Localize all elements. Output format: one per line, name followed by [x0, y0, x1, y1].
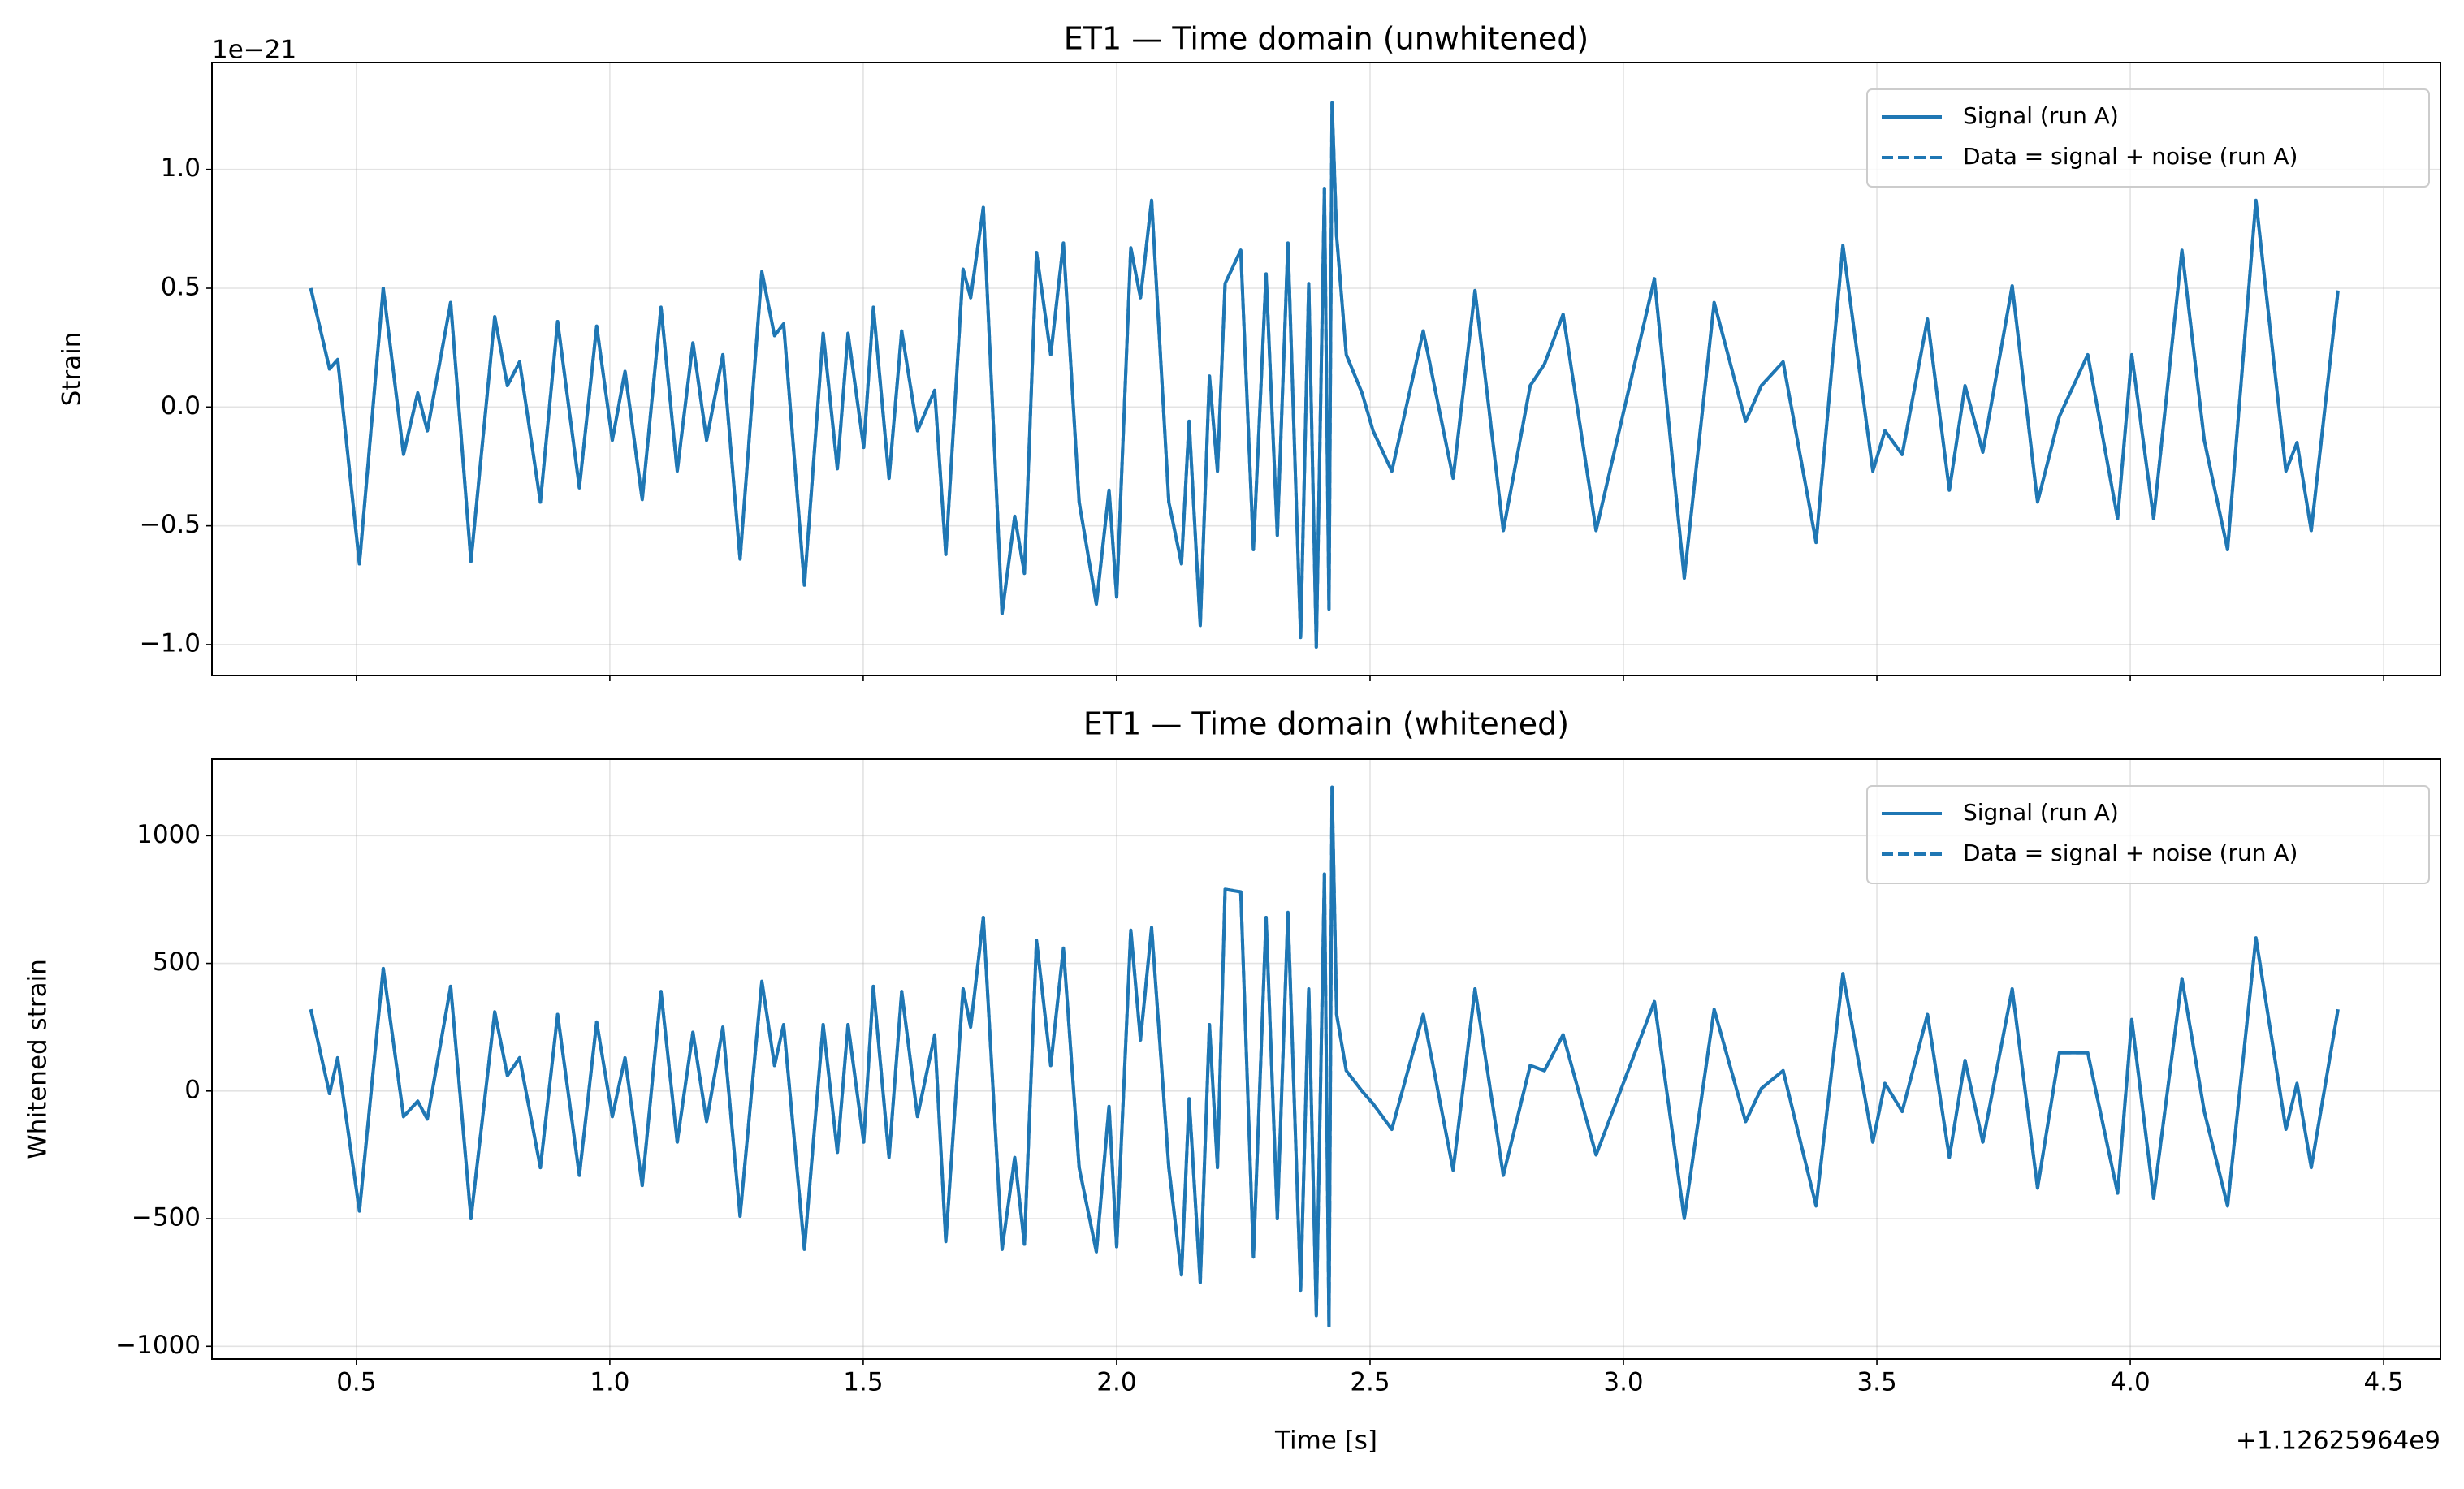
y-tick-label: 1000	[136, 820, 201, 849]
y-offset-text: 1e−21	[212, 36, 296, 65]
x-tick-label: 4.5	[2363, 1368, 2403, 1397]
x-tick-label: 4.0	[2110, 1368, 2150, 1397]
y-tick-label: −500	[132, 1203, 201, 1232]
x-tick-label: 3.5	[1857, 1368, 1896, 1397]
y-axis-label: Strain	[58, 332, 87, 407]
legend-label: Signal (run A)	[1963, 102, 2119, 129]
y-tick-label: 0	[184, 1075, 201, 1104]
legend-label: Data = signal + noise (run A)	[1963, 839, 2298, 866]
legend-label: Data = signal + noise (run A)	[1963, 143, 2298, 170]
y-tick-label: −0.5	[140, 510, 201, 539]
x-axis-label: Time [s]	[1274, 1426, 1377, 1456]
y-tick-label: −1000	[115, 1331, 201, 1360]
x-tick-label: 1.0	[590, 1368, 629, 1397]
legend-label: Signal (run A)	[1963, 799, 2119, 826]
subplot-title: ET1 — Time domain (unwhitened)	[1064, 21, 1589, 57]
subplot: −1.0 −0.5 0.0 0.5 1.0 ET1 — Time domain (unwh…	[58, 21, 2441, 681]
y-tick-label: 0.5	[161, 273, 201, 302]
x-tick-label: 3.0	[1603, 1368, 1643, 1397]
y-tick-label: 0.0	[161, 391, 201, 421]
x-tick-label: 1.5	[843, 1368, 883, 1397]
axes-frame	[211, 758, 2441, 1360]
subplot: 0.5 1.0 1.5 2.0 2.5 3.0 3.5 4.0 4.5 −1000 −500 0 500…	[24, 706, 2441, 1456]
legend-box	[1866, 88, 2430, 188]
series-line	[309, 785, 2340, 1328]
x-tick-label: 2.5	[1350, 1368, 1390, 1397]
y-tick-label: 1.0	[161, 153, 201, 183]
x-tick-label: 2.0	[1096, 1368, 1136, 1397]
x-offset-text: +1.12625964e9	[2236, 1426, 2440, 1456]
y-tick-label: −1.0	[140, 628, 201, 658]
y-tick-label: 500	[153, 947, 201, 977]
subplot-title: ET1 — Time domain (whitened)	[1083, 706, 1569, 742]
axes-frame	[211, 62, 2441, 676]
x-tick-label: 0.5	[336, 1368, 376, 1397]
y-axis-label: Whitened strain	[24, 959, 53, 1159]
legend-box	[1866, 785, 2430, 884]
series-line	[309, 101, 2340, 649]
